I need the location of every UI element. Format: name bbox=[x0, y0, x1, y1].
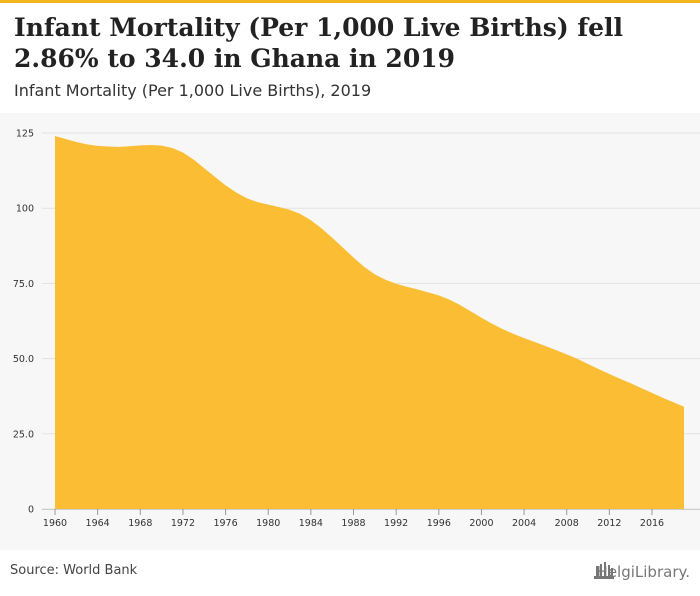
chart-area: 0 25.0 50.0 75.0 100 125 1960 1964 1968 1972 1976 1… bbox=[0, 113, 700, 550]
x-tick-label: 1972 bbox=[171, 518, 195, 529]
area-series bbox=[55, 136, 684, 509]
x-tick-label: 2004 bbox=[512, 518, 536, 529]
x-tick-label: 1992 bbox=[384, 518, 408, 529]
x-tick-label: 2008 bbox=[555, 518, 579, 529]
y-tick-label: 100 bbox=[16, 204, 34, 215]
chart-subtitle: Infant Mortality (Per 1,000 Live Births)… bbox=[14, 81, 372, 100]
helgi-library-logo: HelgiLibrary. bbox=[593, 560, 690, 584]
x-tick-label: 1960 bbox=[43, 518, 67, 529]
x-tick-label: 1964 bbox=[86, 518, 110, 529]
area-chart: 0 25.0 50.0 75.0 100 125 1960 1964 1968 1972 1976 1… bbox=[13, 129, 700, 529]
source-note: Source: World Bank bbox=[10, 563, 138, 578]
x-tick-label: 1980 bbox=[256, 518, 280, 529]
y-tick-label: 0 bbox=[28, 505, 34, 516]
x-tick-label: 1988 bbox=[341, 518, 365, 529]
library-building-icon bbox=[593, 562, 614, 579]
x-tick-label: 2012 bbox=[597, 518, 621, 529]
x-tick-label: 1996 bbox=[427, 518, 451, 529]
x-tick-label: 2016 bbox=[640, 518, 664, 529]
y-tick-label: 125 bbox=[16, 129, 34, 140]
y-tick-label: 25.0 bbox=[13, 429, 34, 440]
x-tick-label: 1984 bbox=[299, 518, 323, 529]
y-tick-label: 50.0 bbox=[13, 354, 34, 365]
accent-bar bbox=[0, 0, 700, 3]
logo-text: HelgiLibrary. bbox=[596, 563, 690, 581]
y-tick-label: 75.0 bbox=[13, 279, 34, 290]
x-tick-label: 1976 bbox=[213, 518, 237, 529]
x-tick-label: 2000 bbox=[469, 518, 493, 529]
x-tick-label: 1968 bbox=[128, 518, 152, 529]
chart-title: Infant Mortality (Per 1,000 Live Births)… bbox=[14, 13, 624, 73]
